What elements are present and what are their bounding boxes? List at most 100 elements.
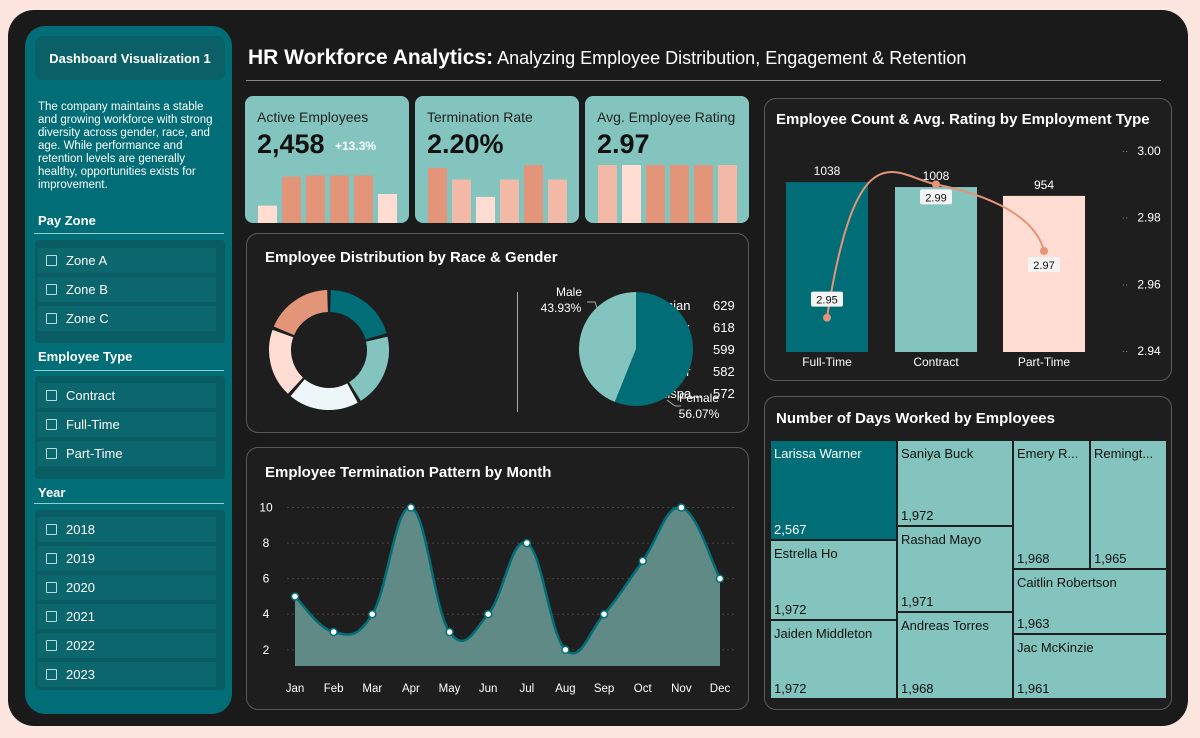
donut-slice-other[interactable] <box>269 329 304 394</box>
x-tick-label: Mar <box>362 683 382 695</box>
filter-label: Part-Time <box>66 446 123 461</box>
donut-slice-black[interactable] <box>348 336 389 401</box>
sidebar-title: Dashboard Visualization 1 <box>35 36 225 80</box>
checkbox[interactable] <box>46 669 57 680</box>
kpi-termination-rate: Termination Rate 2.20% <box>415 96 579 223</box>
treemap-cell[interactable]: Saniya Buck 1,972 <box>897 440 1013 526</box>
rating-point[interactable] <box>823 313 831 322</box>
pie-slice-male[interactable] <box>579 292 636 402</box>
data-point[interactable] <box>368 609 377 619</box>
y-tick-label: 8 <box>263 536 270 550</box>
filter-label: Full-Time <box>66 417 120 432</box>
filter-zone-c[interactable]: Zone C <box>38 306 216 331</box>
bar-part-time[interactable] <box>1003 195 1085 352</box>
treemap-cell-name: Jac McKinzie <box>1017 640 1094 655</box>
kpi-avg-rating: Avg. Employee Rating 2.97 <box>585 96 749 223</box>
checkbox[interactable] <box>46 255 57 266</box>
filter-year-2021[interactable]: 2021 <box>38 604 216 629</box>
data-point[interactable] <box>715 574 725 583</box>
bar-full-time[interactable] <box>786 182 868 352</box>
leader-line <box>666 399 681 407</box>
pie-slice-female[interactable] <box>614 292 693 406</box>
filter-year-2023[interactable]: 2023 <box>38 662 216 687</box>
x-tick-label: Dec <box>710 683 731 695</box>
checkbox[interactable] <box>46 284 57 295</box>
donut-slice-white[interactable] <box>290 378 358 410</box>
data-point[interactable] <box>406 503 416 512</box>
kpi-value: 2.20% <box>427 129 504 159</box>
treemap-cell[interactable]: Jac McKinzie 1,961 <box>1013 634 1167 699</box>
checkbox[interactable] <box>46 611 57 622</box>
divider <box>246 80 1161 81</box>
kpi-bar <box>354 175 373 223</box>
treemap-cell[interactable]: Estrella Ho 1,972 <box>770 540 897 620</box>
year-heading: Year <box>38 485 66 500</box>
treemap-cell[interactable]: Remingt... 1,965 <box>1090 440 1167 569</box>
data-point[interactable] <box>329 627 338 637</box>
bar-contract[interactable] <box>895 187 977 352</box>
filter-full-time[interactable]: Full-Time <box>38 412 216 437</box>
filter-year-2018[interactable]: 2018 <box>38 517 216 542</box>
checkbox[interactable] <box>46 313 57 324</box>
filter-year-2020[interactable]: 2020 <box>38 575 216 600</box>
divider <box>517 292 518 412</box>
x-tick-label: Jan <box>286 683 305 695</box>
rating-label-box <box>920 189 952 205</box>
pie-label-female: Female <box>679 391 719 405</box>
page-title-subtitle: Analyzing Employee Distribution, Engagem… <box>493 48 967 68</box>
treemap-cell-value: 1,972 <box>774 602 807 617</box>
data-point[interactable] <box>522 538 532 548</box>
treemap-cell-name: Estrella Ho <box>774 546 838 561</box>
checkbox[interactable] <box>46 553 57 564</box>
data-point[interactable] <box>599 609 609 619</box>
y-tick-label: 10 <box>259 501 273 515</box>
data-point[interactable] <box>290 592 300 601</box>
treemap-cell[interactable]: Jaiden Middleton 1,972 <box>770 620 897 699</box>
filter-zone-a[interactable]: Zone A <box>38 248 216 273</box>
treemap-cell[interactable]: Andreas Torres 1,968 <box>897 612 1013 699</box>
data-point[interactable] <box>677 503 686 512</box>
y-tick-label: 6 <box>263 572 270 586</box>
filter-year-2022[interactable]: 2022 <box>38 633 216 658</box>
card-title: Employee Distribution by Race & Gender <box>265 249 558 266</box>
treemap-cell[interactable]: Emery R... 1,968 <box>1013 440 1090 569</box>
filter-contract[interactable]: Contract <box>38 383 216 408</box>
leader-line <box>587 301 600 315</box>
checkbox[interactable] <box>46 524 57 535</box>
rating-point[interactable] <box>1040 247 1048 255</box>
kpi-label: Avg. Employee Rating <box>597 109 736 125</box>
filter-label: 2018 <box>66 522 95 537</box>
treemap-cell-value: 1,968 <box>901 681 934 696</box>
treemap-cell[interactable]: Rashad Mayo 1,971 <box>897 526 1013 612</box>
checkbox[interactable] <box>46 640 57 651</box>
filter-part-time[interactable]: Part-Time <box>38 441 216 466</box>
data-point[interactable] <box>445 627 454 637</box>
treemap-cell[interactable]: Caitlin Robertson 1,963 <box>1013 569 1167 634</box>
checkbox[interactable] <box>46 390 57 401</box>
treemap-cell-value: 1,971 <box>901 594 934 609</box>
data-point[interactable] <box>561 645 570 655</box>
y-tick-label: 2 <box>263 643 270 657</box>
data-point[interactable] <box>638 556 647 566</box>
card-title: Employee Count & Avg. Rating by Employme… <box>776 111 1150 128</box>
pie-value-male: 43.93% <box>541 301 582 315</box>
filter-label: Zone A <box>66 253 108 268</box>
x-tick-label: Contract <box>913 355 959 369</box>
pie-label-male: Male <box>556 285 582 299</box>
filter-year-2019[interactable]: 2019 <box>38 546 216 571</box>
data-point[interactable] <box>483 609 493 619</box>
gender-pie-chart: Male 43.93% Female 56.07% <box>541 285 720 421</box>
checkbox[interactable] <box>46 419 57 430</box>
treemap-cell-name: Larissa Warner <box>774 446 862 461</box>
sidebar-description: The company maintains a stable and growi… <box>38 101 213 191</box>
donut-slice-asian[interactable] <box>329 290 387 340</box>
rating-label: 2.95 <box>816 295 837 307</box>
treemap-cell[interactable]: Larissa Warner 2,567 <box>770 440 897 540</box>
filter-zone-b[interactable]: Zone B <box>38 277 216 302</box>
rating-point[interactable] <box>932 180 940 189</box>
checkbox[interactable] <box>46 448 57 459</box>
page-title-bold: HR Workforce Analytics: <box>248 46 494 69</box>
divider <box>34 370 224 371</box>
checkbox[interactable] <box>46 582 57 593</box>
donut-slice-hispa[interactable] <box>273 290 329 336</box>
